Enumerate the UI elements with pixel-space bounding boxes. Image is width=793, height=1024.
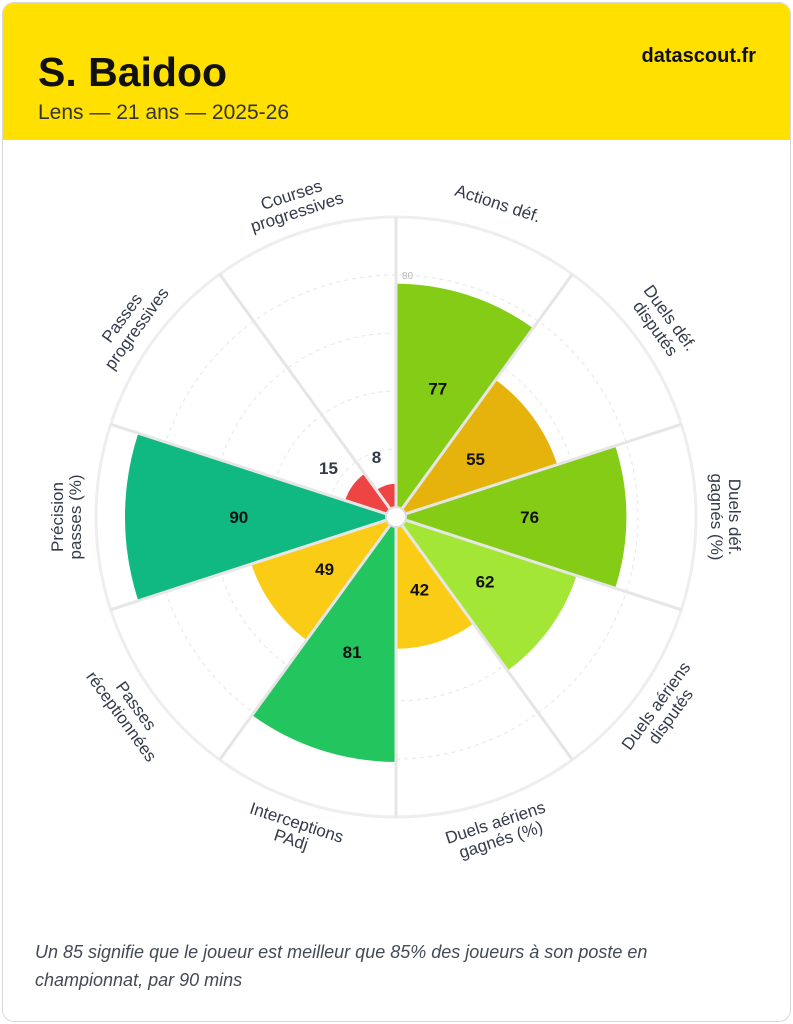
footnote: Un 85 signifie que le joueur est meilleu… — [35, 942, 648, 990]
spoke-5 — [400, 524, 574, 761]
bar-6 — [252, 525, 396, 762]
bar-8 — [124, 433, 387, 601]
bar-5 — [396, 525, 474, 649]
player-subtitle: Lens — 21 ans — 2025-26 — [38, 101, 289, 124]
center-hub — [385, 506, 407, 528]
header-banner: S. Baidoo Lens — 21 ans — 2025-26 datasc… — [3, 3, 790, 140]
value-label-4: 62 — [476, 573, 495, 592]
bar-4 — [401, 520, 577, 671]
value-label-5: 42 — [410, 581, 429, 600]
brand-link[interactable]: datascout.fr — [641, 45, 756, 67]
bar-7 — [251, 520, 391, 641]
bar-3 — [405, 445, 627, 589]
category-label-1: Actions déf. — [453, 181, 543, 227]
category-label-line: Actions déf. — [453, 181, 543, 227]
value-label-7: 49 — [315, 560, 334, 579]
value-label-3: 76 — [520, 508, 539, 527]
spoke-10 — [218, 273, 392, 510]
value-label-9: 15 — [319, 459, 338, 478]
value-label-10: 8 — [372, 448, 381, 467]
category-label-line: gagnés (%) — [707, 474, 726, 561]
category-label-line: Précision — [48, 482, 67, 552]
player-name: S. Baidoo — [38, 49, 228, 95]
reference-ring-label: 80 — [402, 271, 414, 282]
value-label-8: 90 — [229, 508, 248, 527]
spoke-8 — [110, 518, 387, 612]
spoke-7 — [218, 524, 392, 761]
spoke-9 — [110, 422, 387, 516]
spoke-2 — [400, 273, 574, 510]
bar-1 — [396, 283, 534, 509]
category-label-3: Duels déf.gagnés (%) — [707, 474, 744, 561]
value-label-2: 55 — [466, 450, 485, 469]
spoke-4 — [405, 518, 682, 612]
bar-2 — [401, 379, 558, 514]
bar-10 — [376, 483, 396, 509]
value-label-6: 81 — [343, 643, 362, 662]
value-label-1: 77 — [428, 379, 447, 398]
spoke-3 — [405, 422, 682, 516]
category-label-line: passes (%) — [66, 474, 85, 559]
category-label-line: Duels déf. — [725, 479, 744, 556]
category-label-8: Précision passes (%) — [48, 474, 85, 559]
